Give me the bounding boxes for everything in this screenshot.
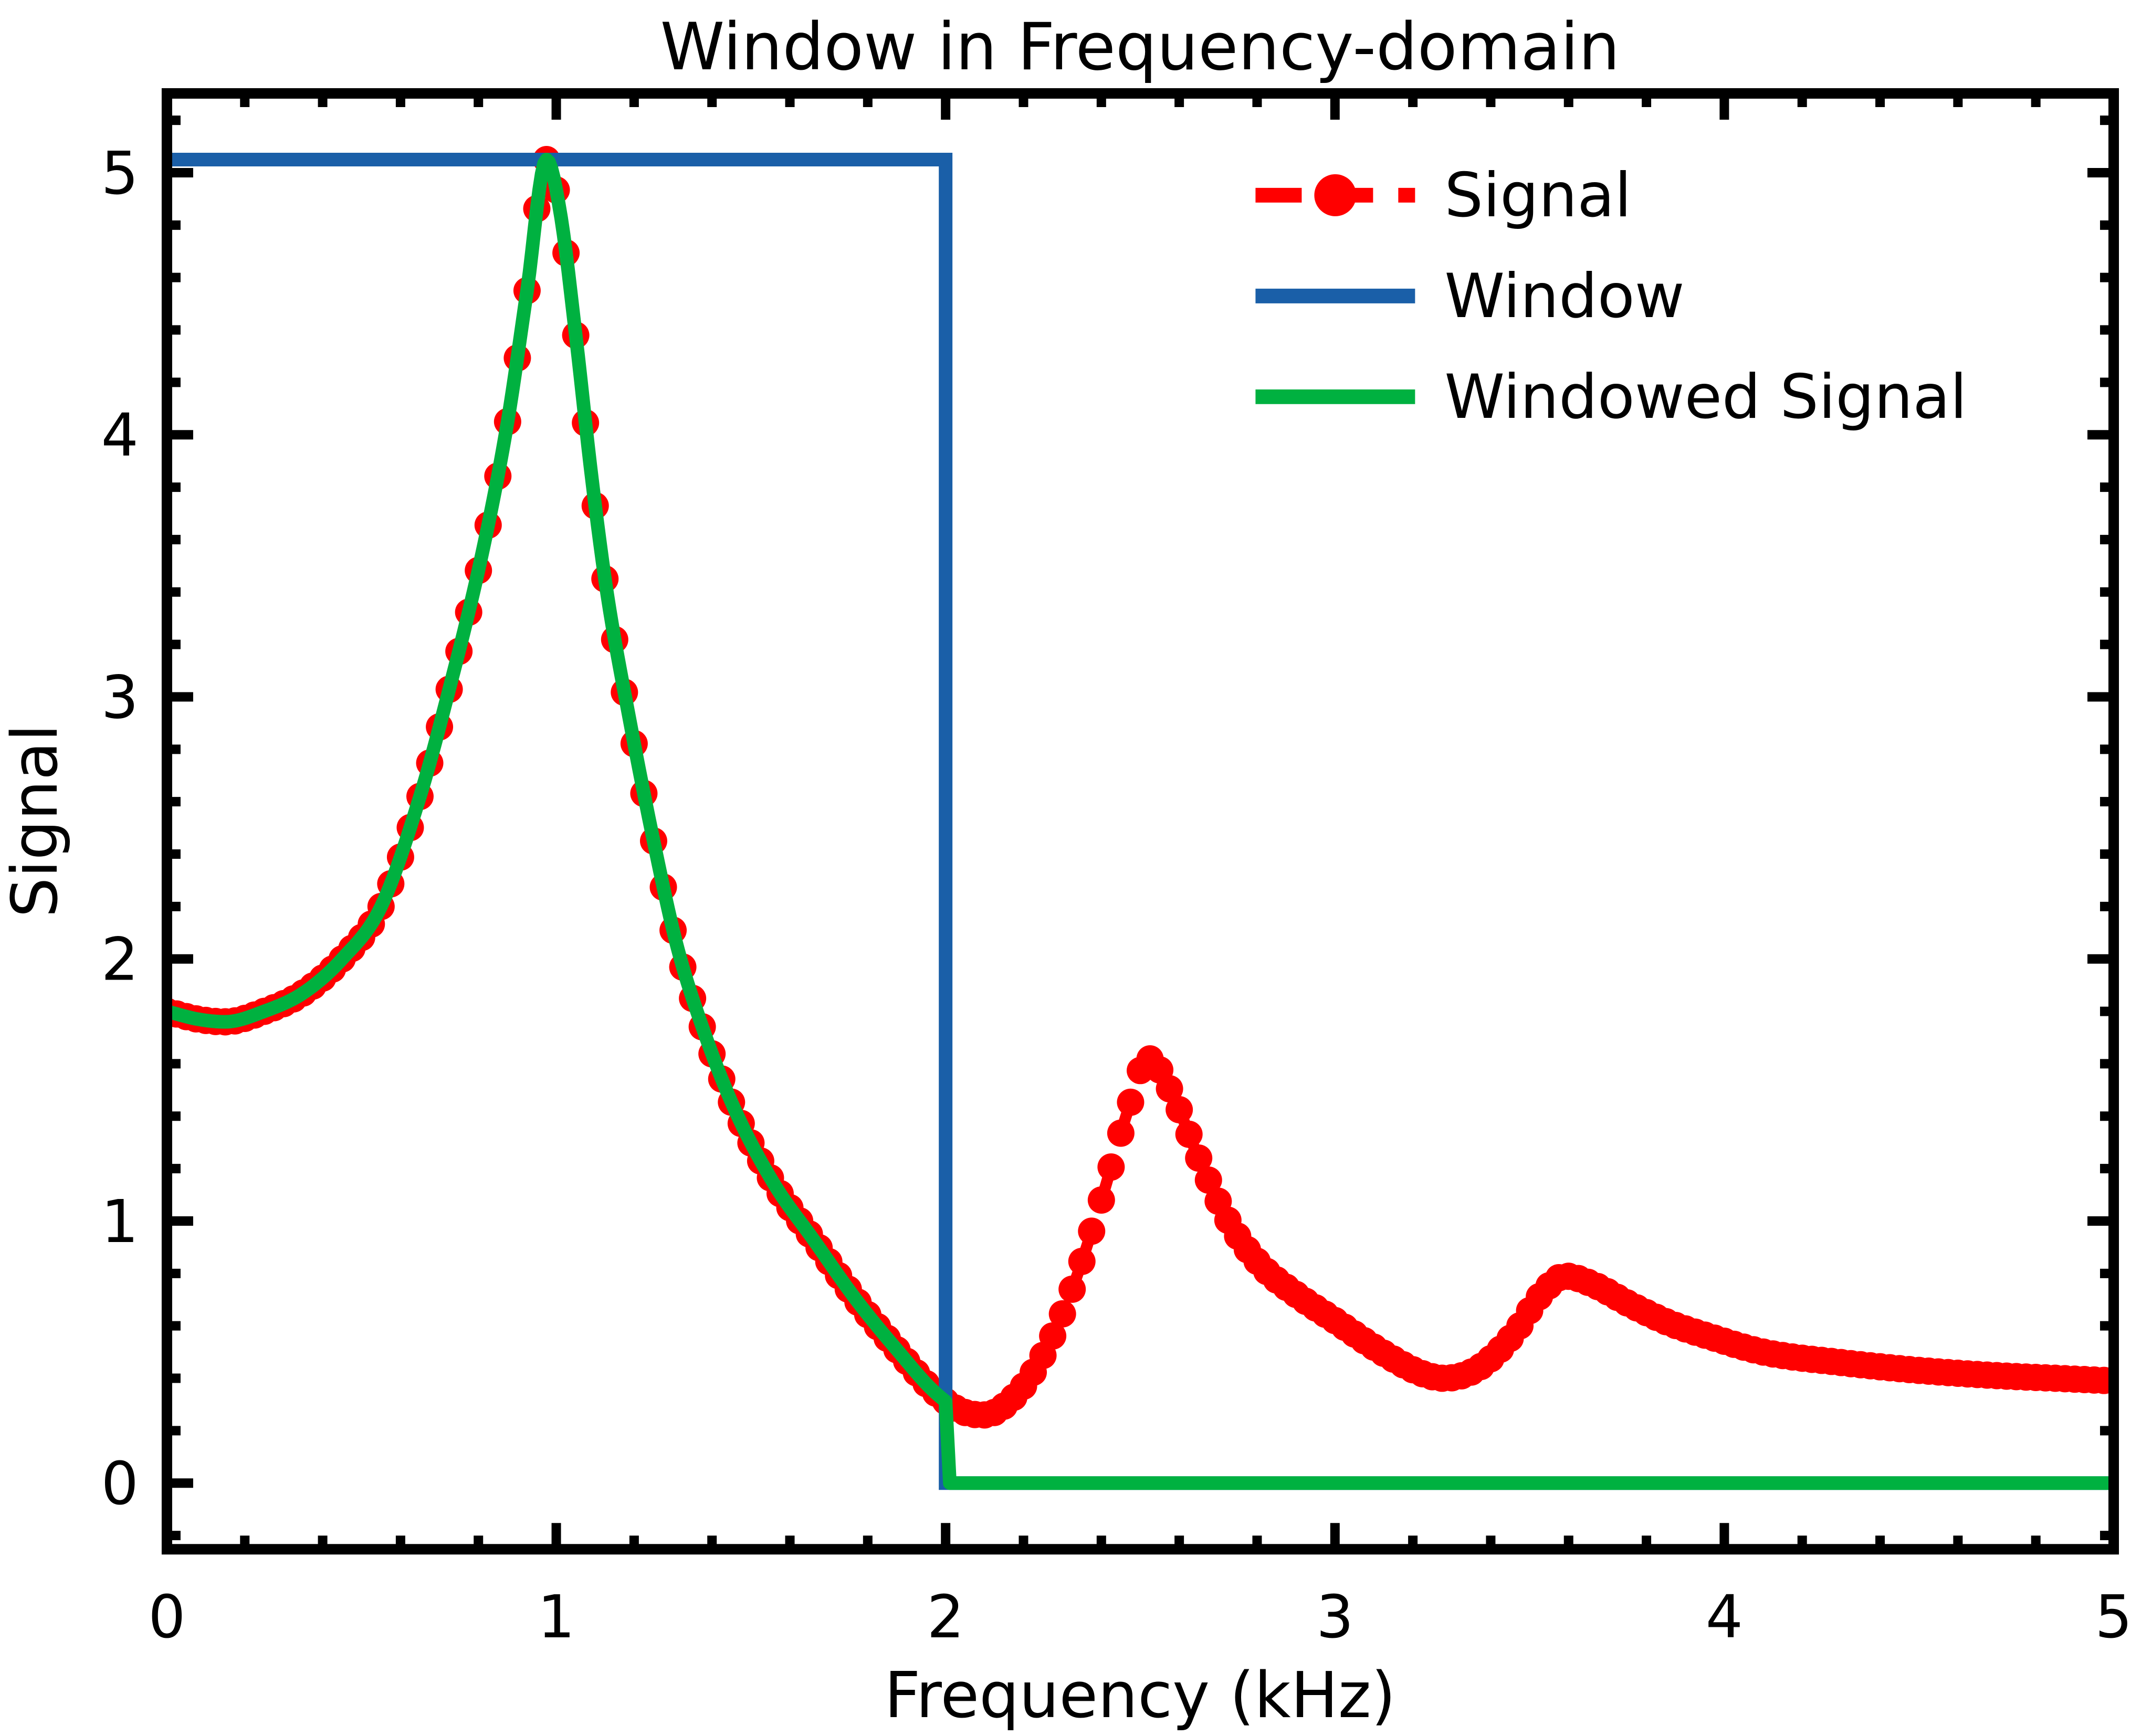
signal-marker-icon <box>1314 174 1357 216</box>
x-tick-label: 0 <box>148 1583 185 1651</box>
y-axis-label: Signal <box>0 724 72 918</box>
y-tick-label: 0 <box>101 1450 139 1518</box>
x-axis-label: Frequency (kHz) <box>884 1659 1395 1732</box>
axes-spines <box>161 88 2119 1555</box>
x-tick-label: 2 <box>927 1583 964 1651</box>
legend-label-windowed-signal: Windowed Signal <box>1444 362 1967 433</box>
y-tick-label: 1 <box>101 1188 139 1256</box>
tick-labels: 00 1 1 2 2 3 3 4 4 5 5 <box>101 140 2133 1651</box>
y-tick-label: 5 <box>101 140 139 208</box>
signal-line <box>166 150 2114 1421</box>
windowed-signal-line <box>166 153 2114 1490</box>
tick-marks <box>162 93 2119 1550</box>
legend-label-signal: Signal <box>1444 160 1631 231</box>
y-tick-label: 2 <box>101 926 139 994</box>
legend-entry-signal: Signal <box>1255 160 1632 231</box>
y-tick-label: 4 <box>101 402 139 470</box>
window-line <box>166 153 2114 1490</box>
plot-series <box>166 146 2114 1490</box>
legend-label-window: Window <box>1444 261 1684 332</box>
legend-entry-windowed-signal: Windowed Signal <box>1255 362 1967 433</box>
x-tick-label: 5 <box>2095 1583 2132 1651</box>
chart-title: Window in Frequency-domain <box>660 9 1620 85</box>
x-tick-label: 1 <box>538 1583 575 1651</box>
x-tick-label: 4 <box>1706 1583 1743 1651</box>
legend: Signal Window Windowed Signal <box>1255 160 1967 433</box>
x-tick-label: 3 <box>1316 1583 1353 1651</box>
signal-markers <box>166 146 2114 1429</box>
legend-entry-window: Window <box>1255 261 1685 332</box>
y-tick-label: 3 <box>101 664 139 732</box>
